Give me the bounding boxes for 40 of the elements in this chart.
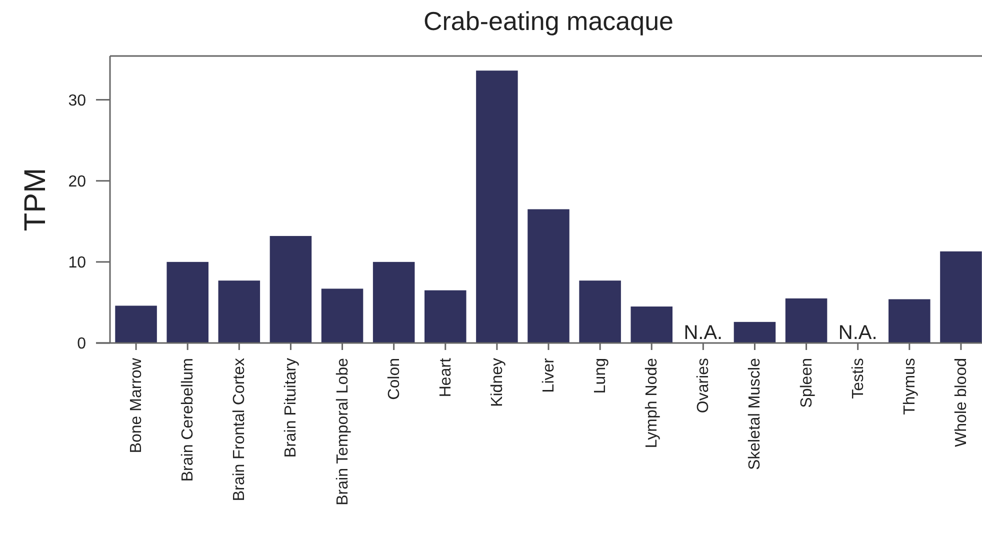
y-tick-label: 20 xyxy=(68,173,86,190)
x-tick-label: Brain Pituitary xyxy=(282,358,300,458)
bar xyxy=(630,306,672,343)
x-tick-label: Colon xyxy=(386,358,403,400)
x-tick-label: Brain Frontal Cortex xyxy=(231,358,248,502)
x-tick-label: Bone Marrow xyxy=(128,358,146,454)
x-tick-label: Testis xyxy=(850,358,867,399)
bar xyxy=(940,251,982,343)
x-tick-label: Lung xyxy=(592,358,610,394)
annotation: N.A. xyxy=(838,322,878,344)
bar xyxy=(321,288,364,343)
x-tick-label: Lymph Node xyxy=(644,358,661,448)
bar xyxy=(579,280,621,343)
x-tick-label: Thymus xyxy=(901,358,918,415)
y-axis-title: TPM xyxy=(19,168,52,232)
bar xyxy=(528,209,570,343)
bar xyxy=(372,262,415,343)
bar xyxy=(270,236,312,343)
chart-title: Crab-eating macaque xyxy=(423,6,674,36)
x-tick-label: Kidney xyxy=(488,358,506,407)
x-tick-label: Whole blood xyxy=(952,358,970,447)
x-tick-label: Skeletal Muscle xyxy=(746,358,764,470)
bar xyxy=(888,299,930,343)
x-tick-label: Spleen xyxy=(798,358,816,408)
bar xyxy=(115,306,157,343)
bar xyxy=(734,322,776,343)
y-tick-label: 0 xyxy=(77,336,86,353)
annotation: N.A. xyxy=(684,322,723,344)
bar xyxy=(218,280,260,343)
y-tick-label: 30 xyxy=(68,92,86,110)
bar xyxy=(166,262,208,343)
y-tick-label: 10 xyxy=(68,254,86,272)
bar xyxy=(424,290,466,343)
x-tick-label: Brain Temporal Lobe xyxy=(334,358,352,506)
x-tick-label: Ovaries xyxy=(695,358,712,414)
x-tick-label: Brain Cerebellum xyxy=(180,358,197,482)
x-tick-label: Liver xyxy=(540,357,558,393)
bar xyxy=(476,70,518,343)
bar xyxy=(785,298,828,343)
x-tick-label: Heart xyxy=(437,357,454,398)
